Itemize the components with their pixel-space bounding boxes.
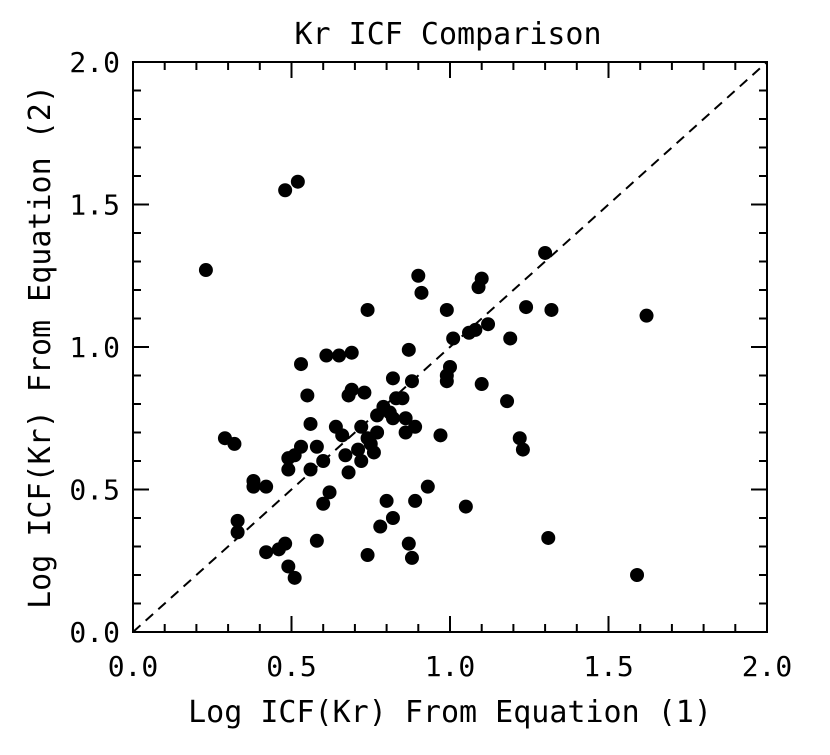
data-point xyxy=(278,183,293,198)
data-point xyxy=(287,570,302,585)
data-point xyxy=(401,342,416,357)
x-tick-label: 1.0 xyxy=(425,650,476,683)
data-point xyxy=(443,359,457,374)
data-point xyxy=(198,263,213,278)
x-tick-label: 0.5 xyxy=(266,650,317,683)
x-tick-label: 0.0 xyxy=(108,650,159,683)
data-point xyxy=(433,428,448,443)
data-point xyxy=(503,331,518,346)
data-point xyxy=(227,436,242,451)
data-point xyxy=(385,511,400,525)
data-point xyxy=(322,485,337,500)
points-layer xyxy=(198,174,654,585)
data-point xyxy=(408,419,423,434)
data-point xyxy=(420,479,435,494)
data-point xyxy=(344,382,359,397)
data-point xyxy=(341,465,356,480)
data-point xyxy=(309,533,324,548)
data-point xyxy=(294,439,309,454)
data-point xyxy=(385,411,400,426)
data-point xyxy=(385,371,400,386)
data-point xyxy=(290,174,305,189)
data-point xyxy=(332,348,347,363)
ticks-layer xyxy=(132,61,768,633)
reference-line-layer xyxy=(132,61,768,633)
data-point xyxy=(544,302,559,317)
data-point xyxy=(401,536,416,551)
y-tick-label: 0.0 xyxy=(69,616,120,649)
data-point xyxy=(373,519,388,534)
data-point xyxy=(639,308,654,323)
data-point xyxy=(404,550,419,565)
data-point xyxy=(281,462,296,477)
data-point xyxy=(259,545,274,560)
data-point xyxy=(474,377,489,392)
data-point xyxy=(319,348,334,363)
x-axis-label: Log ICF(Kr) From Equation (1) xyxy=(188,695,712,730)
data-point xyxy=(316,454,331,468)
data-point xyxy=(398,411,413,426)
y-tick-label: 2.0 xyxy=(69,46,120,79)
data-point xyxy=(278,536,293,551)
data-point xyxy=(404,374,419,389)
tick-labels-layer: 0.0 0.5 1.0 1.5 2.0 0.0 0.5 1.0 1.5 2.0 xyxy=(69,46,792,683)
data-point xyxy=(246,479,261,494)
diagonal-reference-line xyxy=(132,61,768,633)
data-point xyxy=(230,513,245,528)
data-point xyxy=(357,385,372,400)
data-point xyxy=(294,357,309,372)
data-point xyxy=(335,428,350,443)
data-point xyxy=(370,425,385,440)
data-point xyxy=(300,388,315,403)
data-point xyxy=(630,568,645,582)
data-point xyxy=(360,548,375,563)
data-point xyxy=(338,448,353,463)
data-point xyxy=(366,445,381,460)
chart-title: Kr ICF Comparison xyxy=(294,17,601,52)
data-point xyxy=(408,493,423,508)
data-point xyxy=(259,479,274,494)
y-tick-label: 0.5 xyxy=(69,474,120,507)
data-point xyxy=(468,322,483,337)
data-point xyxy=(538,245,553,260)
data-point xyxy=(303,462,318,477)
data-point xyxy=(458,499,473,514)
data-point xyxy=(351,442,366,457)
data-point xyxy=(316,496,331,511)
data-point xyxy=(481,317,496,332)
data-point xyxy=(541,530,556,545)
data-point xyxy=(446,331,461,346)
y-tick-label: 1.0 xyxy=(69,331,120,364)
data-point xyxy=(414,285,429,300)
data-point xyxy=(281,559,296,574)
y-axis-label: Log ICF(Kr) From Equation (2) xyxy=(23,85,58,609)
data-point xyxy=(512,431,527,446)
data-point xyxy=(395,391,410,406)
data-point xyxy=(309,439,324,454)
data-point xyxy=(411,268,426,283)
y-tick-label: 1.5 xyxy=(69,189,120,222)
data-point xyxy=(439,374,454,389)
data-point xyxy=(474,271,489,286)
data-point xyxy=(354,419,369,434)
data-point xyxy=(360,302,375,317)
data-point xyxy=(354,454,369,468)
data-point xyxy=(500,394,515,409)
x-tick-label: 1.5 xyxy=(583,650,634,683)
data-point xyxy=(519,300,534,315)
data-point xyxy=(439,302,454,317)
data-point xyxy=(230,525,245,540)
data-point xyxy=(379,493,394,508)
data-point xyxy=(344,345,359,360)
x-tick-label: 2.0 xyxy=(742,650,793,683)
data-point xyxy=(303,416,318,431)
data-point xyxy=(515,442,530,457)
